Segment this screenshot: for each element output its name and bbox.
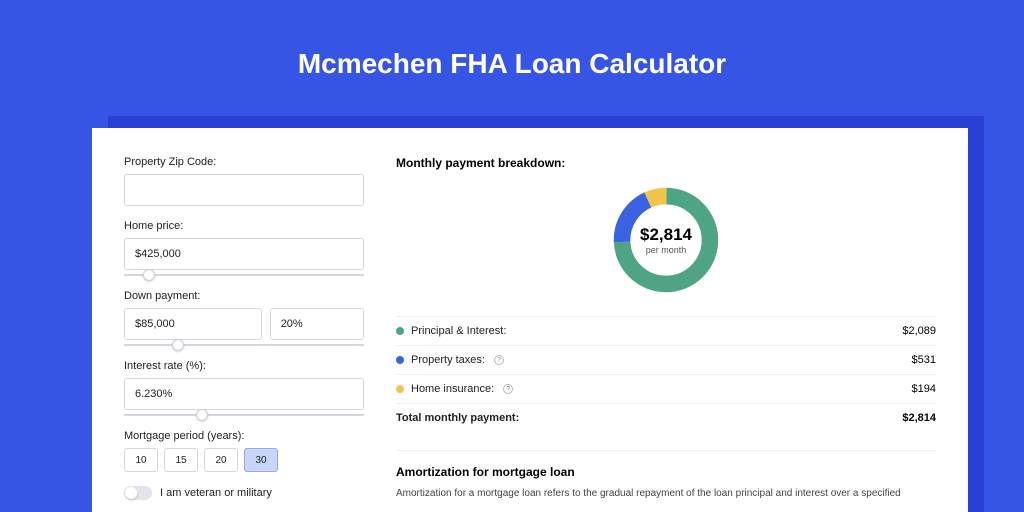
legend-row-total: Total monthly payment: $2,814 [396, 403, 936, 432]
breakdown-title: Monthly payment breakdown: [396, 156, 936, 170]
calculator-card: Property Zip Code: Home price: Down paym… [92, 128, 968, 512]
mortgage-period-field-group: Mortgage period (years): 10152030 [124, 430, 364, 472]
inputs-column: Property Zip Code: Home price: Down paym… [124, 156, 364, 484]
down-payment-slider-thumb[interactable] [172, 339, 184, 351]
veteran-toggle-row: I am veteran or military [124, 486, 364, 500]
mortgage-period-option-10[interactable]: 10 [124, 448, 158, 472]
veteran-toggle-knob [125, 487, 137, 499]
total-label: Total monthly payment: [396, 412, 519, 424]
legend-dot-icon [396, 385, 404, 393]
legend-row: Home insurance:? $194 [396, 374, 936, 403]
mortgage-period-option-30[interactable]: 30 [244, 448, 278, 472]
legend-value: $194 [912, 383, 936, 395]
page-title: Mcmechen FHA Loan Calculator [0, 0, 1024, 108]
mortgage-period-options: 10152030 [124, 448, 364, 472]
donut-chart-wrap: $2,814 per month [396, 182, 936, 298]
legend-label: Home insurance: [411, 383, 494, 395]
down-payment-field-group: Down payment: [124, 290, 364, 346]
info-icon[interactable]: ? [503, 384, 513, 394]
down-payment-label: Down payment: [124, 290, 364, 302]
legend-dot-icon [396, 356, 404, 364]
donut-total-amount: $2,814 [640, 225, 692, 245]
legend-label: Principal & Interest: [411, 325, 506, 337]
interest-rate-field-group: Interest rate (%): [124, 360, 364, 416]
home-price-field-group: Home price: [124, 220, 364, 276]
mortgage-period-option-20[interactable]: 20 [204, 448, 238, 472]
zip-field-group: Property Zip Code: [124, 156, 364, 206]
legend-label: Property taxes: [411, 354, 485, 366]
interest-rate-slider-thumb[interactable] [196, 409, 208, 421]
donut-center: $2,814 per month [608, 182, 724, 298]
legend-row: Property taxes:? $531 [396, 345, 936, 374]
amortization-title: Amortization for mortgage loan [396, 450, 936, 479]
mortgage-period-option-15[interactable]: 15 [164, 448, 198, 472]
total-value: $2,814 [902, 412, 936, 424]
interest-rate-input[interactable] [124, 378, 364, 410]
home-price-input[interactable] [124, 238, 364, 270]
legend-value: $531 [912, 354, 936, 366]
zip-label: Property Zip Code: [124, 156, 364, 168]
home-price-slider-thumb[interactable] [143, 269, 155, 281]
mortgage-period-label: Mortgage period (years): [124, 430, 364, 442]
info-icon[interactable]: ? [494, 355, 504, 365]
veteran-toggle-label: I am veteran or military [160, 487, 272, 499]
donut-sub-label: per month [646, 245, 687, 255]
interest-rate-slider[interactable] [124, 414, 364, 416]
down-payment-percent-input[interactable] [270, 308, 364, 340]
veteran-toggle[interactable] [124, 486, 152, 500]
down-payment-slider[interactable] [124, 344, 364, 346]
zip-input[interactable] [124, 174, 364, 206]
legend-row: Principal & Interest: $2,089 [396, 316, 936, 345]
home-price-slider[interactable] [124, 274, 364, 276]
legend-dot-icon [396, 327, 404, 335]
legend-value: $2,089 [902, 325, 936, 337]
home-price-label: Home price: [124, 220, 364, 232]
down-payment-amount-input[interactable] [124, 308, 262, 340]
amortization-text: Amortization for a mortgage loan refers … [396, 487, 936, 501]
interest-rate-label: Interest rate (%): [124, 360, 364, 372]
donut-chart: $2,814 per month [608, 182, 724, 298]
breakdown-column: Monthly payment breakdown: $2,814 per mo… [396, 156, 936, 484]
